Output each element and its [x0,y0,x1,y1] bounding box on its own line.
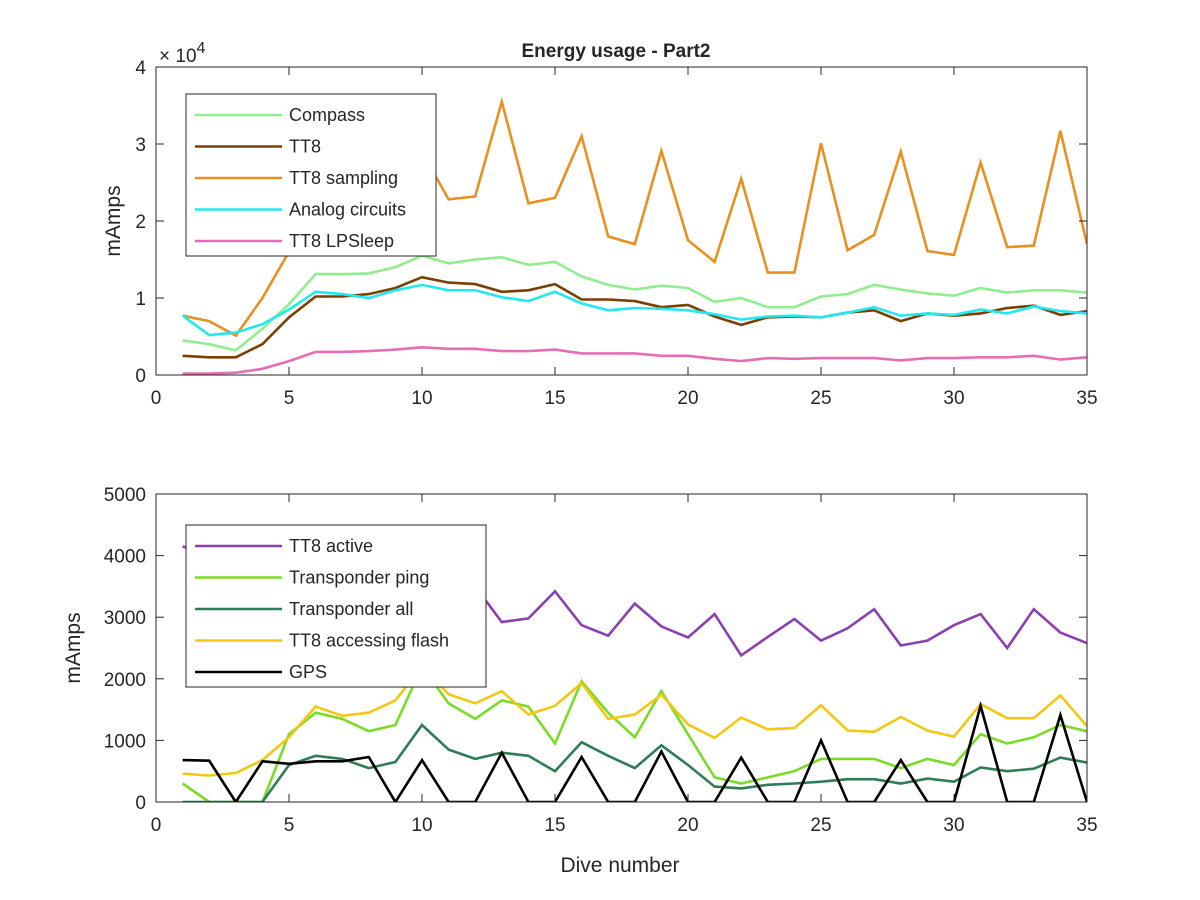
x-tick-label: 0 [151,388,162,409]
y-axis-label: mAmps [102,185,125,256]
series-line-4 [182,345,1087,375]
x-tick-label: 20 [677,388,698,409]
legend-item-label: Analog circuits [289,200,406,220]
y-tick-label: 4000 [104,547,146,568]
legend-item-label: Compass [289,105,365,125]
series-line-3 [181,283,1087,337]
x-axis-label: Dive number [560,854,679,877]
series-line-2 [182,723,1087,802]
y-tick-label: 0 [135,793,146,814]
legend-item-label: TT8 LPSleep [289,231,394,251]
y-tick-label: 1000 [104,731,146,752]
y-tick-label: 5000 [104,485,146,506]
series-line-0 [182,254,1087,352]
y-axis-label: mAmps [62,612,85,683]
legend-item-label: TT8 active [289,536,373,556]
legend-item-label: TT8 accessing flash [289,631,449,651]
y-tick-label: 3 [135,135,146,156]
legend-item-label: GPS [289,662,327,682]
x-tick-label: 5 [284,815,295,836]
y-tick-label: 0 [135,366,146,387]
x-tick-label: 5 [284,388,295,409]
x-tick-label: 10 [411,815,432,836]
x-tick-label: 20 [677,815,698,836]
y-tick-label: 2000 [104,670,146,691]
x-tick-label: 25 [810,388,831,409]
top-chart: 0 5 10 15 20 25 30 35 0 1 2 3 4 mAmps Compass TT8 TT8 sa… [102,58,1098,409]
x-tick-label: 15 [544,815,565,836]
legend-item-label: Transponder ping [289,568,429,588]
y-tick-label: 2 [135,212,146,233]
bottom-chart: 0 5 10 15 20 25 30 35 0 1000 2000 3000 4000 5000 mAmps… [62,485,1098,836]
exponent-power: 4 [197,40,206,57]
exponent-base: × 10 [159,46,197,67]
series-line-1 [181,663,1087,802]
axes-box [155,493,1088,803]
series-line-3 [182,664,1087,777]
y-tick-label: 4 [135,58,146,79]
x-tick-label: 35 [1076,815,1097,836]
y-tick-label: 1 [135,289,146,310]
legend-item-label: TT8 [289,137,321,157]
legend: Compass TT8 TT8 sampling Analog circuits TT8… [185,93,437,257]
legend-box [185,93,437,257]
x-tick-label: 30 [943,388,964,409]
exponent-label: × 104 [159,40,206,67]
x-tick-label: 30 [943,815,964,836]
legend-item-label: TT8 sampling [289,168,398,188]
x-tick-label: 0 [151,815,162,836]
x-tick-label: 15 [544,388,565,409]
y-tick-label: 3000 [104,608,146,629]
legend-box [185,524,487,688]
x-tick-label: 25 [810,815,831,836]
x-tick-label: 35 [1076,388,1097,409]
legend-item-label: Transponder all [289,599,413,619]
chart-title: Energy usage - Part2 [521,41,710,62]
series-line-4 [182,701,1087,802]
x-tick-label: 10 [411,388,432,409]
legend: TT8 active Transponder ping Transponder al… [185,524,487,688]
